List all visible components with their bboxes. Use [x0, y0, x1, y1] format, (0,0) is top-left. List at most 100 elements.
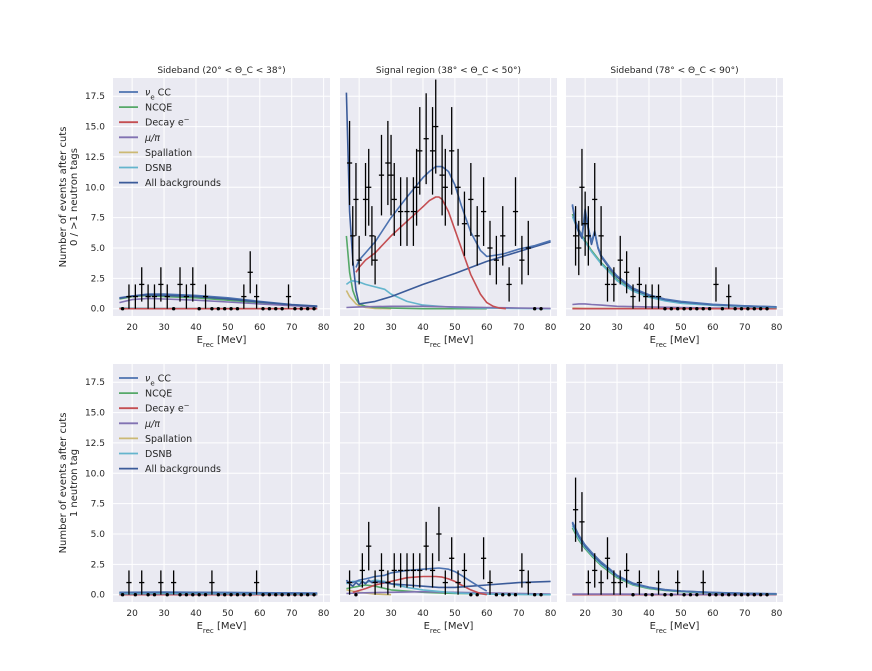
- x-tick-label: 80: [545, 609, 557, 619]
- x-tick-label: 80: [318, 323, 330, 333]
- y-tick-label: 12.5: [85, 439, 105, 449]
- x-tick-label: 70: [513, 323, 525, 333]
- y-tick-label: 12.5: [85, 153, 105, 163]
- data-point: [707, 593, 712, 597]
- x-tick-label: 30: [385, 609, 397, 619]
- y-tick-label: 7.5: [91, 500, 105, 510]
- y-tick-label: 15.0: [85, 123, 105, 133]
- panel-r0-c2: 20 30 40 50 60 70 80 Erec [MeV] Sideband (78° < …: [566, 66, 783, 349]
- panel-r1-c2: 20 30 40 50 60 70 80 Erec [MeV]: [566, 364, 783, 635]
- x-tick-label: 20: [579, 609, 591, 619]
- x-tick-label: 20: [353, 323, 365, 333]
- x-tick-label: 20: [579, 323, 591, 333]
- data-point: [222, 307, 227, 311]
- x-tick-label: 50: [675, 323, 687, 333]
- data-point: [216, 593, 221, 597]
- x-tick-label: 30: [385, 323, 397, 333]
- data-point: [469, 593, 473, 597]
- data-point: [532, 307, 537, 311]
- x-tick-label: 40: [190, 609, 202, 619]
- data-point: [120, 593, 125, 597]
- x-tick-label: 40: [417, 323, 429, 333]
- data-point: [216, 307, 221, 311]
- data-point: [242, 593, 246, 597]
- data-point: [675, 307, 680, 311]
- y-tick-label: 2.5: [91, 560, 105, 570]
- x-tick-label: 30: [611, 323, 623, 333]
- data-point: [197, 593, 201, 597]
- legend-label-spall: Spallation: [145, 148, 192, 159]
- data-point: [299, 307, 303, 311]
- x-tick-label: 20: [126, 609, 138, 619]
- data-point: [720, 593, 725, 597]
- data-point: [293, 593, 297, 597]
- data-point: [663, 593, 667, 597]
- data-point: [120, 307, 125, 311]
- y-tick-label: 7.5: [91, 214, 105, 224]
- data-points: [572, 148, 769, 311]
- series-line-decay: [352, 575, 487, 596]
- legend-label-decay: Decay e−: [145, 402, 190, 415]
- data-points: [572, 477, 769, 597]
- x-tick-label: 30: [158, 609, 170, 619]
- panel-title: Sideband (78° < Θ_C < 90°): [610, 66, 738, 76]
- x-tick-label: 30: [611, 609, 623, 619]
- legend-label-ncqe: NCQE: [145, 103, 172, 114]
- y-axis-label: Number of events after cuts1 neutron tag: [58, 413, 80, 554]
- data-point: [539, 593, 543, 597]
- data-point: [727, 593, 731, 597]
- panel-r0-c1: 20 30 40 50 60 70 80 Erec [MeV] Signal region (3…: [340, 66, 557, 349]
- data-point: [494, 593, 499, 597]
- data-point: [210, 307, 214, 311]
- panel-title: Sideband (20° < Θ_C < 38°): [157, 66, 285, 76]
- legend-label-dsnb: DSNB: [145, 163, 172, 174]
- series-line-allbkg: [119, 293, 318, 308]
- data-point: [261, 307, 265, 311]
- data-point: [299, 593, 303, 597]
- panel-r0-c0: 20 30 40 50 60 70 80 0.0 2.5 5.0 7.5 10.0 12.5 15.0 17…: [58, 66, 330, 349]
- plot-area: [113, 364, 330, 602]
- data-point: [267, 593, 272, 597]
- data-point: [733, 307, 737, 311]
- data-point: [312, 593, 316, 597]
- data-point: [746, 593, 750, 597]
- data-point: [203, 593, 208, 597]
- series-line-decay: [355, 196, 506, 310]
- data-point: [184, 593, 189, 597]
- data-point: [650, 593, 654, 597]
- plot-area: [340, 78, 557, 316]
- x-tick-label: 60: [481, 609, 493, 619]
- data-point: [293, 307, 297, 311]
- x-tick-label: 40: [190, 323, 202, 333]
- series-line-mupi: [119, 297, 318, 308]
- x-tick-label: 60: [254, 323, 266, 333]
- series-group: [345, 92, 551, 310]
- data-point: [682, 593, 686, 597]
- data-point: [248, 593, 252, 597]
- data-point: [354, 593, 358, 597]
- y-tick-label: 15.0: [85, 409, 105, 419]
- series-line-mupi: [346, 305, 551, 310]
- y-tick-label: 10.0: [85, 183, 105, 193]
- data-point: [267, 307, 272, 311]
- data-point: [688, 307, 693, 311]
- data-point: [532, 593, 537, 597]
- data-point: [752, 307, 756, 311]
- data-point: [133, 593, 138, 597]
- data-point: [688, 593, 693, 597]
- data-point: [274, 593, 278, 597]
- x-tick-label: 80: [771, 609, 783, 619]
- legend-label-spall: Spallation: [145, 434, 192, 445]
- x-tick-label: 70: [739, 609, 751, 619]
- x-axis-label: Erec [MeV]: [650, 335, 700, 349]
- x-tick-label: 20: [126, 323, 138, 333]
- x-tick-label: 70: [286, 323, 298, 333]
- data-point: [235, 593, 240, 597]
- x-axis-label: Erec [MeV]: [197, 621, 247, 635]
- plot-area: [340, 364, 557, 602]
- data-point: [752, 593, 756, 597]
- data-point: [171, 307, 176, 311]
- data-point: [305, 307, 310, 311]
